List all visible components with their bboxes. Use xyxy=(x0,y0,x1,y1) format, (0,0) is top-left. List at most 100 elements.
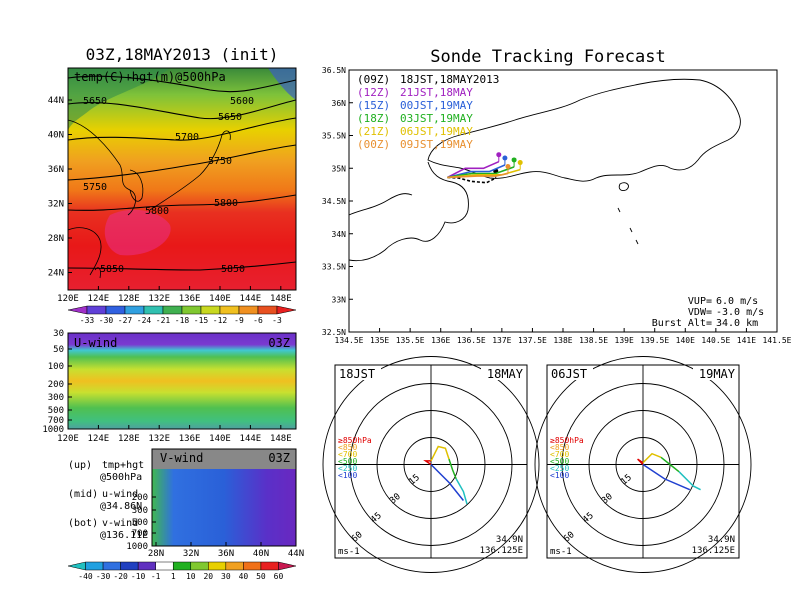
right-title: Sonde Tracking Forecast xyxy=(430,47,665,67)
vwind-x-axis: 28N 32N 36N 40N 44N xyxy=(148,542,304,559)
contour-label: 5850 xyxy=(100,264,124,275)
track-y-axis: 36.5N 36N 35.5N 35N 34.5N 34N 33.5N 33N 32.5N xyxy=(322,66,353,337)
hodo-trace xyxy=(642,452,662,464)
track-line xyxy=(447,164,506,179)
hodo-time: 06JST xyxy=(551,367,587,381)
hodo-date: 19MAY xyxy=(699,367,736,381)
temp-colorbar-label: -6 xyxy=(253,316,263,325)
track-coastlines xyxy=(348,78,741,262)
coastlines xyxy=(67,119,231,279)
hodo-lon: 136.125E xyxy=(480,546,523,556)
hodo-trace xyxy=(430,445,450,462)
wind-colorbar-swatch xyxy=(102,561,121,571)
track-x-tick-label: 137.5E xyxy=(518,336,547,345)
coast-izu xyxy=(617,207,639,245)
vwind-x-tick-label: 28N xyxy=(148,549,164,559)
hodo-trace xyxy=(430,463,464,501)
temp-colorbar-swatch xyxy=(105,305,126,315)
vwind-x-tick-label: 40N xyxy=(253,549,269,559)
uwind-y-tick-label: 1000 xyxy=(42,425,64,435)
uwind-x-tick-label: 132E xyxy=(148,434,170,444)
panel-note-key: (mid) xyxy=(68,489,98,500)
temp-y-tick-label: 44N xyxy=(48,96,64,106)
vwind-y-tick-label: 500 xyxy=(132,518,148,528)
contour-label: 5600 xyxy=(230,96,254,107)
track-x-tick-label: 136.5E xyxy=(457,336,486,345)
hodo-lat: 34.9N xyxy=(496,535,523,545)
hodo-lat: 34.9N xyxy=(708,535,735,545)
track-x-tick-label: 136E xyxy=(431,336,450,345)
hodo-trace xyxy=(637,458,644,466)
track-y-tick-label: 33N xyxy=(332,295,347,304)
temp-colorbar-label: -30 xyxy=(99,316,114,325)
wind-colorbar-swatch xyxy=(225,561,244,571)
uwind-x-tick-label: 120E xyxy=(57,434,79,444)
wind-colorbar-label: -20 xyxy=(113,572,128,581)
uwind-y-tick-label: 100 xyxy=(48,362,64,372)
temp-y-tick-label: 28N xyxy=(48,234,64,244)
temp-colorbar-label: -12 xyxy=(213,316,228,325)
coast-taiwan xyxy=(94,267,101,279)
warm-pool xyxy=(104,209,171,256)
vwind-y-tick-label: 1000 xyxy=(126,542,148,552)
track-line xyxy=(447,176,497,184)
track-x-tick-label: 141E xyxy=(737,336,756,345)
contour-label: 5650 xyxy=(83,96,107,107)
contour-5850 xyxy=(67,261,297,271)
temp-contours xyxy=(67,75,297,271)
contour-5650 xyxy=(67,99,297,120)
coast-korea xyxy=(129,169,144,202)
cold-pool xyxy=(68,68,170,130)
temp-map-y-axis: 44N 40N 36N 32N 28N 24N xyxy=(48,96,72,279)
track-param-label: VUP= xyxy=(688,296,712,307)
wind-colorbar-swatch xyxy=(67,561,86,571)
track-x-tick-label: 135.5E xyxy=(396,336,425,345)
uwind-y-tick-label: 200 xyxy=(48,380,64,390)
hodo-date-bg xyxy=(481,367,525,380)
wind-colorbar: -40 -30 -20 -10 -1 1 10 20 30 40 50 60 xyxy=(67,561,297,581)
temp-colorbar-swatch xyxy=(238,305,259,315)
panel-note-text: tmp+hgt xyxy=(102,460,144,471)
wind-colorbar-label: 50 xyxy=(256,572,266,581)
uwind-x-tick-label: 148E xyxy=(270,434,292,444)
temp-colorbar: -33 -30 -27 -24 -21 -18 -15 -12 -9 -6 -3 xyxy=(67,305,297,325)
wind-colorbar-swatch xyxy=(172,561,192,571)
temp-colorbar-label: -18 xyxy=(175,316,190,325)
track-legend-code: (09Z) xyxy=(357,73,390,86)
track-legend-code: (12Z) xyxy=(357,86,390,99)
temp-map-label: temp(C)+hgt(m)@500hPa xyxy=(74,70,226,84)
wind-colorbar-swatch xyxy=(208,561,227,571)
vwind-field xyxy=(152,469,296,546)
uwind-y-tick-label: 50 xyxy=(53,345,64,355)
temp-colorbar-label: -3 xyxy=(272,316,282,325)
temp-y-tick-label: 40N xyxy=(48,131,64,141)
wind-colorbar-swatch xyxy=(260,561,279,571)
uwind-label: U-wind xyxy=(74,336,117,350)
panel-note-key: (bot) xyxy=(68,518,98,529)
contour-label: 5700 xyxy=(175,132,199,143)
hodo-trace xyxy=(455,478,468,505)
track-burst-point xyxy=(517,160,523,166)
wind-colorbar-label: 10 xyxy=(186,572,196,581)
wind-colorbar-label: 40 xyxy=(239,572,249,581)
contour-5600 xyxy=(67,75,297,93)
track-x-tick-label: 135E xyxy=(370,336,389,345)
hodo-level-label: ≥850hPa xyxy=(338,436,372,445)
temp-colorbar-label: -27 xyxy=(118,316,133,325)
panel-note-text: u-wind xyxy=(102,489,138,500)
track-burst-point xyxy=(505,163,511,169)
track-y-tick-label: 34.5N xyxy=(322,197,346,206)
contour-5800 xyxy=(67,194,297,211)
hodo-level-label: <250 xyxy=(550,464,569,473)
track-legend-time: 03JST,19MAY xyxy=(400,112,473,125)
contour-label: 5650 xyxy=(218,112,242,123)
hodo-date: 18MAY xyxy=(487,367,524,381)
uwind-x-tick-label: 124E xyxy=(88,434,110,444)
hodo-level-label: <100 xyxy=(550,471,569,480)
track-x-tick-label: 140E xyxy=(676,336,695,345)
